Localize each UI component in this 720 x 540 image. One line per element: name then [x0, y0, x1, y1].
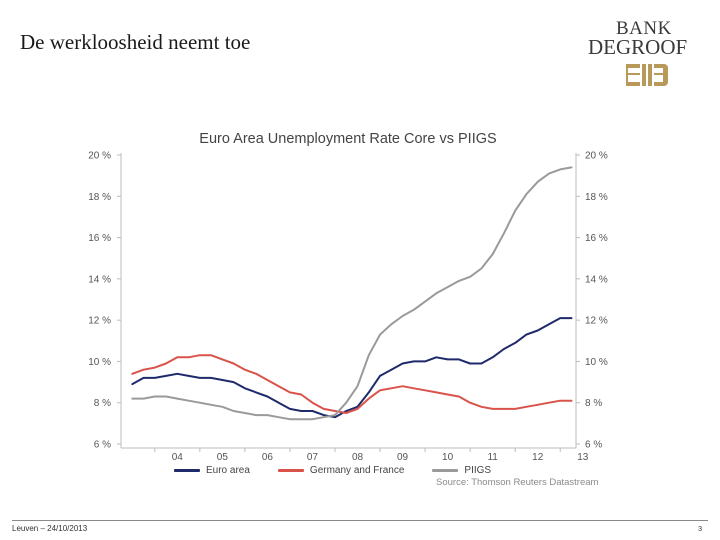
- y-tick-label-left: 20 %: [88, 151, 111, 162]
- x-tick-label: 09: [397, 452, 409, 463]
- logo-emblem-icon: [626, 64, 668, 86]
- y-tick-label-right: 18 %: [585, 192, 608, 203]
- y-tick-label-left: 16 %: [88, 233, 111, 244]
- legend-label-piigs: PIIGS: [464, 464, 492, 476]
- y-tick-label-left: 12 %: [88, 316, 111, 327]
- legend-item-germany-france: Germany and France: [277, 464, 405, 476]
- chart-source: Source: Thomson Reuters Datastream: [436, 477, 599, 488]
- chart-title: Euro Area Unemployment Rate Core vs PIIG…: [199, 131, 496, 147]
- x-tick-label: 11: [487, 452, 498, 463]
- y-tick-label-right: 16 %: [585, 233, 608, 244]
- y-tick-label-left: 18 %: [88, 192, 111, 203]
- x-tick-label: 06: [262, 452, 274, 463]
- legend-item-euro-area: Euro area: [174, 465, 250, 476]
- y-tick-label-right: 6 %: [585, 440, 602, 451]
- x-tick-label: 10: [442, 452, 454, 463]
- legend-swatch-germany-france: [277, 468, 304, 472]
- page-number: 3: [698, 526, 702, 533]
- footer-location-date: Leuven – 24/10/2013: [12, 524, 88, 533]
- y-tick-label-left: 6 %: [94, 440, 111, 451]
- x-tick-label: 12: [532, 452, 544, 463]
- chart-series: [131, 166, 573, 421]
- legend-label-germany-france: Germany and France: [309, 464, 405, 476]
- logo-text-bank: BANK: [616, 18, 672, 39]
- chart-axes: 6 % 6 % 8 % 8 % 10 % 10 % 12 % 12 % 14 % 14 % 16 %…: [88, 151, 608, 464]
- bank-degroof-logo: BANK DEGROOF: [588, 18, 687, 86]
- logo-text-degroof: DEGROOF: [588, 35, 687, 59]
- chart-legend: Euro area Germany and France PIIGS: [174, 463, 519, 477]
- x-tick-label: 04: [172, 452, 184, 463]
- footer-divider: [12, 520, 708, 521]
- legend-label-euro-area: Euro area: [206, 464, 250, 476]
- y-tick-label-left: 10 %: [88, 357, 111, 368]
- x-tick-label: 08: [352, 452, 364, 463]
- y-tick-label-left: 8 %: [94, 398, 111, 409]
- legend-swatch-euro-area: [174, 468, 200, 472]
- legend-item-piigs: PIIGS: [432, 465, 491, 476]
- series-line-euro-area: [131, 317, 573, 419]
- series-line-piigs: [131, 166, 573, 421]
- legend-swatch-piigs: [432, 468, 459, 472]
- series-line-germany-and-france: [131, 354, 573, 414]
- y-tick-label-right: 8 %: [585, 398, 602, 409]
- y-tick-label-right: 10 %: [585, 357, 608, 368]
- y-tick-label-right: 14 %: [585, 274, 608, 285]
- y-tick-label-right: 20 %: [585, 151, 608, 162]
- slide-title: De werkloosheid neemt toe: [20, 30, 251, 54]
- x-tick-label: 13: [577, 452, 589, 463]
- y-tick-label-left: 14 %: [88, 274, 111, 285]
- x-tick-label: 07: [307, 452, 319, 463]
- x-tick-label: 05: [217, 452, 229, 463]
- y-tick-label-right: 12 %: [585, 316, 608, 327]
